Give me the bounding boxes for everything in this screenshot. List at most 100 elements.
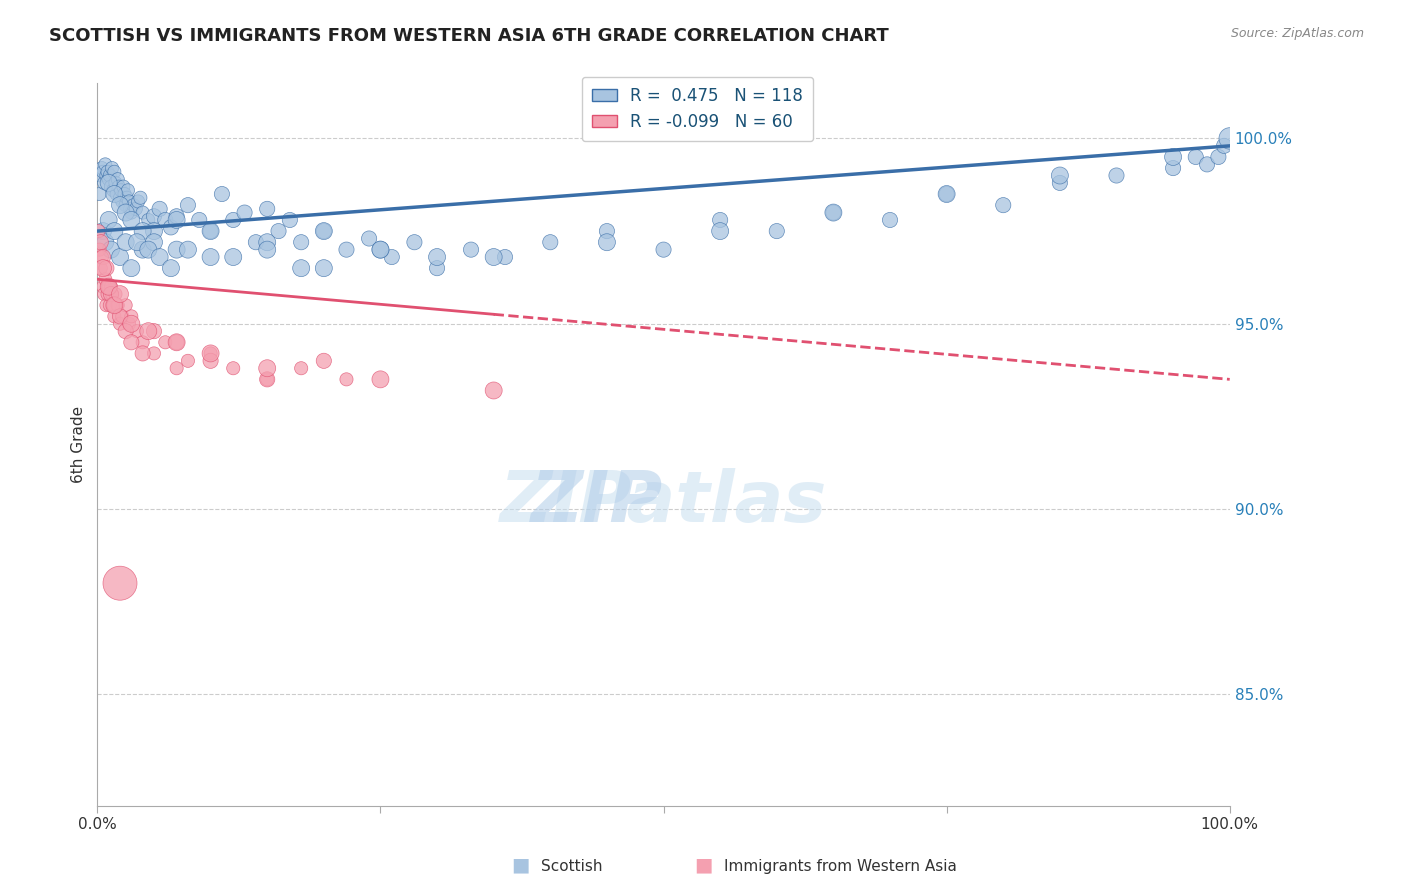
Point — [108, 191, 131, 205]
Point — [823, 205, 845, 219]
Point — [709, 224, 731, 238]
Point — [166, 335, 188, 350]
Point — [155, 213, 177, 227]
Point — [93, 176, 115, 190]
Point — [596, 224, 619, 238]
Point — [111, 310, 134, 324]
Point — [1161, 150, 1184, 164]
Point — [112, 179, 135, 194]
Point — [103, 187, 125, 202]
Point — [177, 198, 200, 212]
Point — [1184, 150, 1206, 164]
Point — [131, 205, 153, 219]
Point — [96, 298, 118, 312]
Point — [823, 205, 845, 219]
Point — [97, 279, 120, 293]
Point — [108, 317, 131, 331]
Point — [233, 205, 256, 219]
Point — [90, 261, 112, 276]
Legend: R =  0.475   N = 118, R = -0.099   N = 60: R = 0.475 N = 118, R = -0.099 N = 60 — [582, 77, 813, 141]
Point — [93, 287, 115, 301]
Point — [94, 235, 117, 250]
Point — [120, 205, 142, 219]
Point — [177, 354, 200, 368]
Point — [359, 231, 381, 245]
Point — [108, 250, 131, 264]
Point — [879, 213, 901, 227]
Point — [100, 179, 122, 194]
Point — [96, 165, 118, 179]
Point — [114, 187, 136, 202]
Point — [100, 287, 122, 301]
Point — [596, 235, 619, 250]
Point — [166, 243, 188, 257]
Point — [105, 187, 128, 202]
Point — [290, 361, 312, 376]
Point — [98, 298, 121, 312]
Point — [107, 298, 129, 312]
Point — [115, 191, 138, 205]
Point — [166, 209, 188, 223]
Text: Immigrants from Western Asia: Immigrants from Western Asia — [724, 859, 957, 874]
Point — [131, 346, 153, 360]
Point — [222, 361, 245, 376]
Point — [1208, 150, 1230, 164]
Y-axis label: 6th Grade: 6th Grade — [72, 406, 86, 483]
Point — [114, 298, 136, 312]
Point — [104, 176, 127, 190]
Point — [1161, 161, 1184, 175]
Point — [538, 235, 561, 250]
Point — [111, 194, 134, 209]
Point — [149, 202, 172, 216]
Point — [222, 250, 245, 264]
Point — [120, 213, 142, 227]
Point — [103, 165, 125, 179]
Point — [370, 243, 392, 257]
Point — [149, 250, 172, 264]
Point — [267, 224, 290, 238]
Point — [278, 213, 301, 227]
Point — [370, 243, 392, 257]
Point — [143, 346, 166, 360]
Point — [87, 224, 110, 238]
Point — [90, 161, 112, 175]
Point — [935, 187, 957, 202]
Point — [256, 372, 278, 386]
Point — [89, 243, 111, 257]
Point — [494, 250, 516, 264]
Point — [136, 213, 159, 227]
Point — [404, 235, 426, 250]
Point — [200, 224, 222, 238]
Point — [114, 205, 136, 219]
Point — [94, 157, 117, 171]
Text: ZIPatlas: ZIPatlas — [501, 467, 827, 537]
Point — [127, 194, 149, 209]
Point — [97, 279, 120, 293]
Point — [120, 261, 142, 276]
Point — [96, 261, 118, 276]
Point — [90, 250, 112, 264]
Point — [98, 169, 121, 183]
Point — [290, 261, 312, 276]
Point — [91, 165, 114, 179]
Point — [160, 220, 183, 235]
Point — [103, 224, 125, 238]
Point — [993, 198, 1015, 212]
Point — [118, 317, 141, 331]
Point — [117, 183, 139, 197]
Point — [89, 187, 111, 202]
Point — [120, 202, 142, 216]
Point — [118, 194, 141, 209]
Point — [108, 198, 131, 212]
Point — [256, 372, 278, 386]
Point — [108, 310, 131, 324]
Point — [97, 172, 120, 186]
Text: Source: ZipAtlas.com: Source: ZipAtlas.com — [1230, 27, 1364, 40]
Point — [97, 176, 120, 190]
Point — [211, 187, 233, 202]
Point — [335, 372, 357, 386]
Point — [370, 372, 392, 386]
Point — [110, 183, 132, 197]
Point — [177, 243, 200, 257]
Point — [312, 224, 335, 238]
